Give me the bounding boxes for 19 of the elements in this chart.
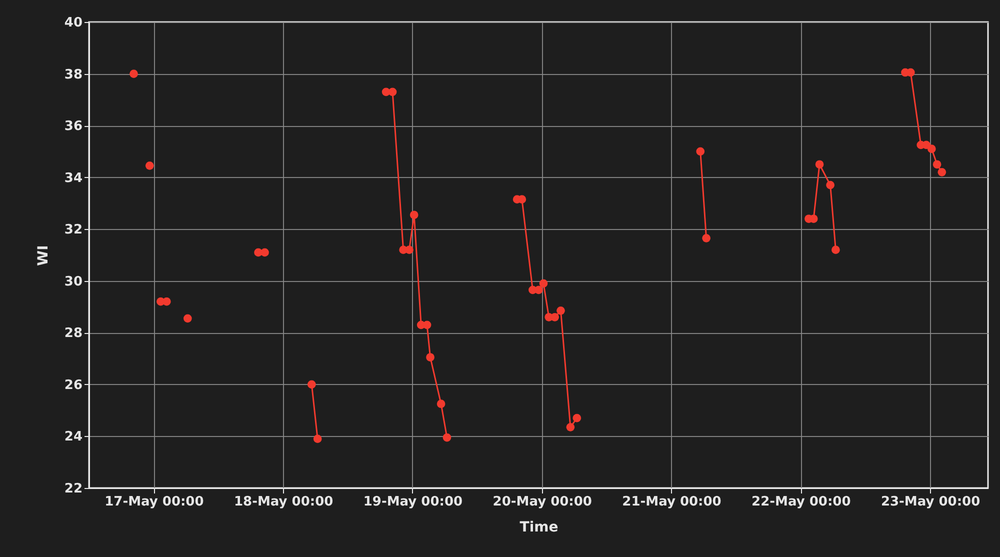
y-tick-label: 28 [64,326,82,342]
y-tick-label: 40 [64,16,82,30]
x-tick-label: 21-May 00:00 [622,494,722,510]
x-tick-label: 20-May 00:00 [492,494,592,510]
x-axis-title: Time [520,520,558,536]
x-tick-label: 22-May 00:00 [752,494,851,510]
y-tick-label: 22 [64,482,82,496]
x-tick-label: 17-May 00:00 [104,494,204,510]
y-tick-label: 26 [64,378,82,393]
x-tick-label: 18-May 00:00 [234,494,334,510]
y-tick-label: 24 [64,430,82,445]
y-tick-label: 34 [64,170,82,186]
y-tick-label: 38 [64,67,82,82]
y-tick-label: 30 [64,274,82,290]
y-tick-label: 36 [64,119,82,134]
y-tick-label: 32 [64,222,82,238]
y-axis-title: WI [35,245,52,266]
x-tick-label: 19-May 00:00 [363,494,463,510]
x-tick-label: 23-May 00:00 [880,494,980,510]
